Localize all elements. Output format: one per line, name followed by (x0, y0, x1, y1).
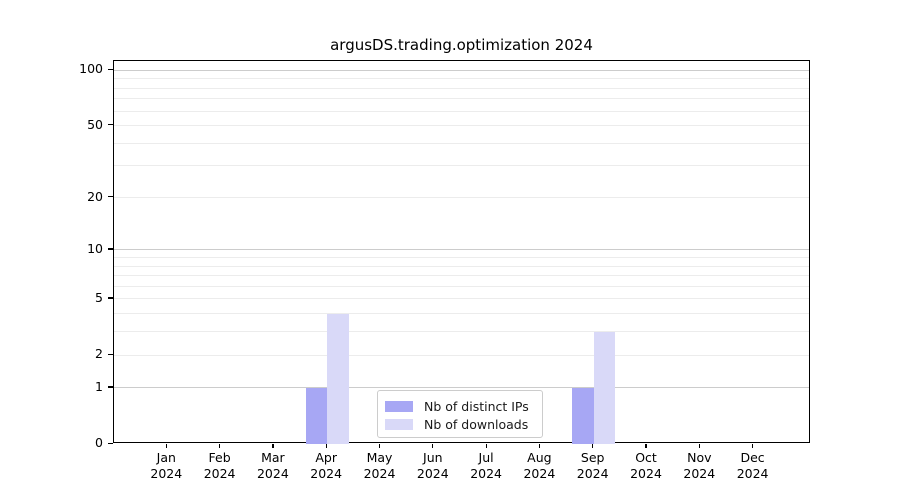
minor-gridline (114, 125, 809, 127)
minor-gridline (114, 110, 809, 112)
legend-label-downloads: Nb of downloads (424, 416, 529, 432)
y-tick-mark (108, 297, 113, 299)
minor-gridline (114, 257, 809, 259)
y-tick-label: 2 (95, 346, 103, 362)
y-tick-mark (108, 68, 113, 71)
minor-gridline (114, 87, 809, 89)
minor-gridline (114, 285, 809, 287)
minor-gridline (114, 313, 809, 315)
minor-gridline (114, 78, 809, 80)
x-tick-label: Jan 2024 (150, 450, 183, 481)
x-tick-label: Mar 2024 (256, 450, 289, 481)
x-tick-label: Oct 2024 (630, 450, 662, 481)
y-tick-label: 10 (87, 240, 103, 256)
minor-gridline (114, 331, 809, 333)
x-tick-mark (485, 443, 487, 448)
x-tick-label: Feb 2024 (203, 450, 236, 481)
minor-gridline (114, 265, 809, 267)
x-tick-label: Sep 2024 (576, 450, 609, 481)
legend-item-distinct-ips: Nb of distinct IPs (385, 397, 534, 415)
y-tick-mark (108, 353, 113, 355)
x-tick-label: Aug 2024 (523, 450, 556, 481)
x-tick-mark (219, 443, 221, 448)
minor-gridline (114, 142, 809, 144)
major-gridline (114, 249, 809, 251)
y-tick-mark (108, 248, 113, 250)
bar-apr-distinct-ips (305, 387, 328, 444)
y-tick-label: 5 (95, 289, 103, 305)
x-tick-mark (165, 443, 167, 448)
legend-item-downloads: Nb of downloads (385, 415, 534, 433)
x-tick-label: Apr 2024 (310, 450, 343, 481)
y-tick-label: 1 (95, 378, 103, 394)
plot-area (113, 60, 810, 444)
major-gridline (114, 387, 809, 389)
bar-apr-downloads (327, 313, 349, 444)
legend-label-distinct-ips: Nb of distinct IPs (424, 398, 529, 414)
x-tick-mark (538, 443, 541, 448)
x-tick-mark (592, 443, 594, 448)
x-tick-mark (378, 443, 381, 448)
minor-gridline (114, 165, 809, 167)
y-tick-label: 20 (87, 188, 103, 204)
y-tick-mark (108, 442, 113, 444)
minor-gridline (114, 298, 809, 300)
x-tick-mark (698, 443, 700, 448)
minor-gridline (114, 98, 809, 100)
bar-sep-downloads (593, 331, 616, 444)
y-tick-label: 100 (79, 61, 103, 77)
x-tick-mark (752, 443, 754, 448)
major-gridline (114, 69, 809, 71)
y-tick-mark (108, 196, 113, 198)
x-tick-label: Jul 2024 (470, 450, 502, 481)
bar-sep-distinct-ips (572, 387, 594, 444)
legend-swatch-distinct-ips (385, 400, 413, 412)
chart-title: argusDS.trading.optimization 2024 (330, 36, 593, 54)
minor-gridline (114, 354, 809, 356)
x-tick-label: Jun 2024 (416, 450, 449, 481)
x-tick-mark (432, 443, 434, 448)
x-tick-label: Nov 2024 (683, 450, 716, 481)
x-tick-mark (325, 443, 327, 448)
x-tick-mark (645, 443, 647, 448)
legend-swatch-downloads (385, 418, 413, 430)
y-tick-label: 0 (95, 435, 103, 450)
x-tick-label: May 2024 (363, 450, 396, 481)
x-tick-label: Dec 2024 (736, 450, 769, 481)
legend: Nb of distinct IPs Nb of downloads (377, 390, 543, 438)
x-tick-mark (272, 443, 274, 448)
y-tick-mark (108, 124, 113, 126)
y-tick-mark (108, 386, 113, 388)
minor-gridline (114, 197, 809, 199)
y-tick-label: 50 (87, 116, 103, 132)
minor-gridline (114, 275, 809, 277)
